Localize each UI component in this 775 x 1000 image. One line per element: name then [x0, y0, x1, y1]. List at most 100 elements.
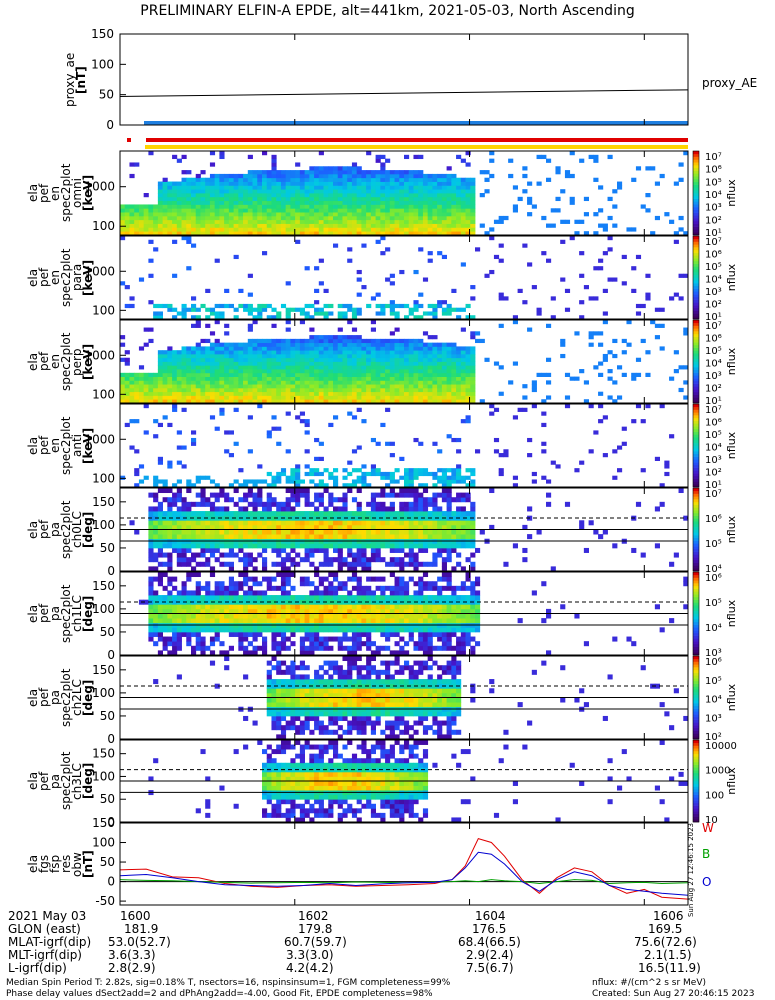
footer-mlt-0: 3.6(3.3) [108, 948, 156, 962]
colorbar-label: nflux [725, 767, 738, 795]
footer-glon-0: 181.9 [124, 922, 159, 936]
x-tick-1602: 1602 [298, 909, 329, 923]
colorbar-tick: 10¹ [705, 396, 722, 407]
ytick-100: 100 [92, 387, 115, 401]
footer-mlat-3: 75.6(72.6) [634, 935, 697, 949]
status-bar-red [146, 138, 688, 142]
colorbar-label: nflux [725, 683, 738, 711]
colorbar-tick: 10⁴ [705, 564, 722, 575]
panel-frame-4 [119, 403, 689, 488]
colorbar-tick: 10⁴ [705, 443, 722, 454]
colorbar-frame [692, 319, 700, 404]
footer-note-1: Median Spin Period T: 2.82s, sig=0.18% T… [6, 978, 451, 988]
series-B-line [119, 879, 689, 885]
ytick-1000: 1000 [84, 264, 115, 278]
ytick-150: 150 [92, 816, 115, 830]
ytick-50: 50 [100, 709, 115, 723]
colorbar-tick: 10⁵ [705, 346, 722, 357]
colorbar-tick: 10⁶ [705, 514, 722, 525]
colorbar-label: nflux [725, 515, 738, 543]
footer-mlt-2: 2.9(2.4) [466, 948, 514, 962]
ytick-50: 50 [100, 855, 115, 869]
panel-frame-8 [119, 739, 689, 823]
colorbar-tick: 10⁵ [705, 177, 722, 188]
legend-O: O [702, 875, 711, 889]
ylabel-0-1: [nT] [74, 65, 88, 94]
x-tick-1600: 1600 [120, 909, 151, 923]
colorbar-tick: 10⁶ [705, 334, 722, 345]
colorbar-tick: 10³ [705, 713, 722, 724]
series-O-line [119, 851, 689, 896]
legend-W: W [702, 821, 714, 835]
ytick-0: 0 [107, 732, 115, 746]
colorbar-label: nflux [725, 347, 738, 375]
ylabel-2-5: [keV] [81, 259, 95, 296]
colorbar-tick: 10³ [705, 371, 722, 382]
colorbar-frame [692, 150, 700, 236]
colorbar-tick: 10³ [705, 648, 722, 659]
ylabel-8-5: [deg] [81, 762, 95, 799]
ytick-100: 100 [92, 769, 115, 783]
ytick-50: 50 [100, 541, 115, 555]
colorbar-tick: 10⁶ [705, 250, 722, 261]
footer-note-2: Phase delay values dSect2add=2 and dPhAn… [6, 989, 433, 999]
colorbar-tick: 10² [705, 732, 722, 743]
ytick-100: 100 [92, 219, 115, 233]
ytick-100: 100 [92, 602, 115, 616]
status-bar-blue [144, 121, 688, 125]
ytick-100: 100 [92, 471, 115, 485]
ytick-50: 50 [100, 625, 115, 639]
panel-frame-7 [119, 655, 689, 740]
colorbar-tick: 10⁴ [705, 695, 722, 706]
footer-l-3: 16.5(11.9) [638, 961, 701, 975]
ytick-1000: 1000 [84, 348, 115, 362]
ylabel-4-5: [keV] [81, 427, 95, 464]
colorbar-4 [693, 404, 699, 488]
colorbar-tick: 10² [705, 300, 722, 311]
colorbar-2 [693, 236, 699, 320]
colorbar-tick: 10⁶ [705, 418, 722, 429]
status-bar-red-dot [127, 138, 131, 142]
colorbar-label: nflux [725, 263, 738, 291]
colorbar-tick: 10⁷ [705, 489, 722, 500]
ylabel-7-5: [deg] [81, 679, 95, 716]
colorbar-tick: 10000 [705, 741, 737, 752]
colorbar-1 [693, 151, 699, 236]
footer-l-0: 2.8(2.9) [108, 961, 156, 975]
timestamp-stamp: Sun Aug 27 12:46:15 2023 [687, 823, 695, 917]
colorbar-tick: 10¹ [705, 480, 722, 491]
spectrogram-perp [120, 320, 689, 404]
colorbar-tick: 10⁵ [705, 539, 722, 550]
spectrogram-omni [120, 151, 689, 236]
ytick-0: 0 [107, 815, 115, 829]
colorbar-tick: 10² [705, 215, 722, 226]
colorbar-tick: 10³ [705, 455, 722, 466]
footer-mlat-2: 68.4(66.5) [458, 935, 521, 949]
colorbar-frame [692, 235, 700, 320]
colorbar-tick: 10⁶ [705, 657, 722, 668]
ytick-proxy-ae-0: 0 [106, 118, 114, 132]
ytick-0: 0 [107, 875, 115, 889]
ytick--50: -50 [95, 894, 115, 908]
colorbar-frame [692, 739, 700, 823]
ytick-proxy-ae-100: 100 [91, 57, 114, 71]
colorbar-tick: 10³ [705, 203, 722, 214]
colorbar-7 [693, 656, 699, 740]
colorbar-tick: 1000 [705, 766, 730, 777]
colorbar-tick: 10² [705, 468, 722, 479]
proxy-ae-line [119, 89, 689, 97]
proxy-ae-series-label: proxy_AE [702, 76, 757, 90]
colorbar-frame [692, 403, 700, 488]
ylabel-9-5: [nT] [81, 850, 95, 878]
panel-frame-9 [119, 822, 689, 906]
footer-glon-2: 176.5 [472, 922, 507, 936]
footer-units: nflux: #/(cm^2 s sr MeV) [592, 978, 706, 988]
panel-frame-2 [119, 235, 689, 320]
status-bar-yellow [145, 145, 688, 149]
colorbar-tick: 10 [705, 815, 718, 826]
panel-frame-6 [119, 571, 689, 656]
ytick-50: 50 [100, 792, 115, 806]
colorbar-tick: 10⁴ [705, 275, 722, 286]
panel-frame-0 [119, 33, 689, 126]
panel-frame-5 [119, 487, 689, 572]
